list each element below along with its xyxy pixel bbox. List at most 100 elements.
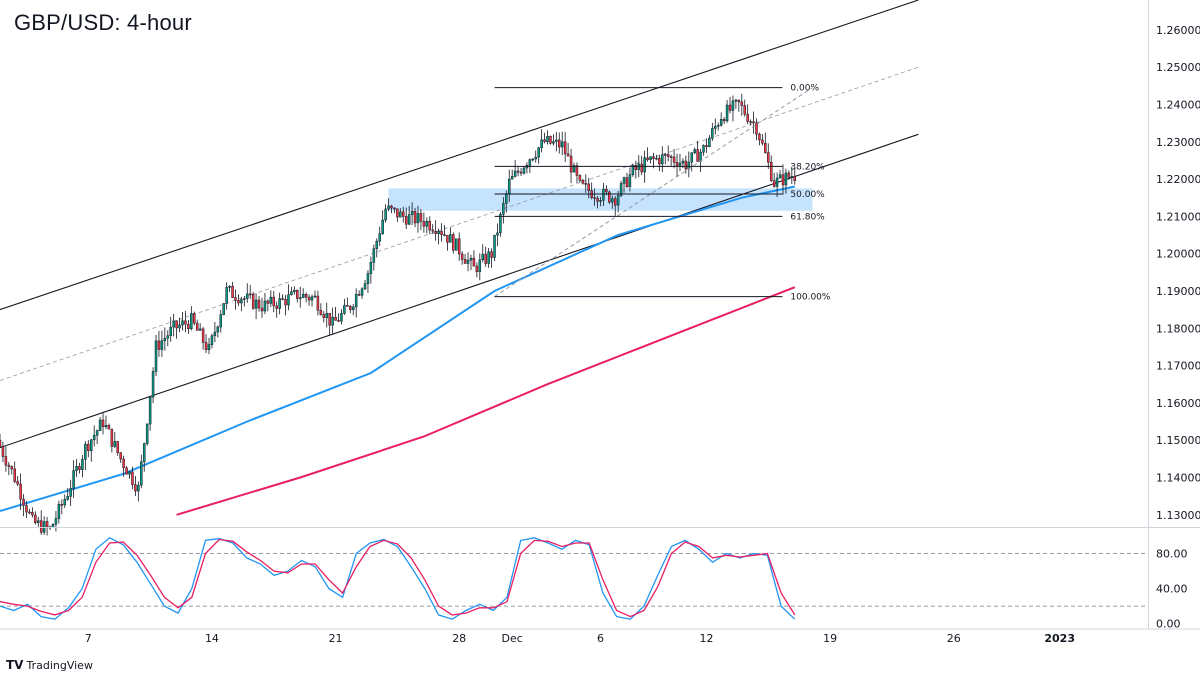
price-tick-label: 1.23000: [1156, 136, 1200, 149]
bearish-candle: [31, 507, 34, 518]
candle-body: [301, 293, 305, 298]
bearish-candle: [175, 320, 178, 339]
bearish-candle: [463, 253, 467, 264]
bearish-candle: [201, 326, 205, 350]
bearish-candle: [28, 508, 31, 515]
bullish-candle: [572, 162, 576, 173]
price-pane: 0.00% 38.20% 50.00% 61.80% 100.00%: [0, 0, 919, 536]
candle-body: [502, 203, 505, 215]
bearish-candle: [593, 188, 596, 206]
bullish-candle: [69, 479, 72, 506]
bearish-candle: [4, 446, 8, 472]
bullish-candle: [351, 304, 355, 316]
candle-body: [658, 157, 661, 165]
bullish-candle: [225, 282, 228, 310]
candle-body: [507, 178, 511, 194]
candle-body: [569, 155, 573, 173]
bullish-candle: [154, 334, 158, 377]
bearish-candle: [119, 452, 122, 464]
bearish-candle: [110, 428, 114, 453]
candle-body: [393, 207, 396, 210]
bearish-candle: [45, 517, 49, 536]
candle-body: [116, 441, 119, 453]
bearish-candle: [472, 250, 476, 267]
bullish-candle: [664, 152, 667, 165]
bearish-candle: [237, 294, 240, 307]
candle-body: [248, 293, 252, 296]
candle-body: [419, 213, 423, 222]
bullish-candle: [387, 198, 390, 212]
bearish-candle: [764, 132, 767, 154]
bullish-candle: [719, 112, 723, 127]
bearish-candle: [0, 433, 2, 448]
candle-body: [684, 160, 688, 170]
candle-body: [204, 342, 208, 350]
candle-body: [25, 505, 28, 513]
candle-body: [761, 139, 764, 144]
bearish-candle: [402, 206, 405, 223]
candle-body: [22, 498, 25, 506]
candle-body: [457, 238, 461, 255]
candle-body: [407, 214, 411, 225]
brand-name: TradingView: [26, 658, 93, 672]
bearish-candle: [440, 223, 443, 242]
bearish-candle: [7, 461, 11, 476]
candle-body: [122, 458, 125, 469]
bearish-candle: [184, 310, 187, 333]
candle-body: [466, 259, 470, 264]
candle-body: [357, 293, 361, 296]
price-tick-label: 1.22000: [1156, 173, 1200, 186]
candle-body: [519, 171, 523, 174]
bullish-candle: [375, 238, 379, 258]
candle-body: [266, 300, 270, 304]
candle-body: [287, 294, 290, 306]
bearish-candle: [60, 499, 64, 515]
channel-upper-line: [0, 0, 919, 311]
bearish-candle: [131, 466, 134, 490]
bullish-candle: [148, 396, 152, 431]
candle-body: [696, 149, 699, 162]
candle-body: [628, 174, 632, 187]
candle-body: [584, 183, 588, 185]
bearish-candle: [696, 140, 699, 162]
candle-body: [555, 139, 558, 142]
candle-body: [107, 425, 111, 430]
bullish-candle: [407, 206, 411, 226]
bearish-candle: [16, 476, 19, 487]
bullish-candle: [113, 432, 117, 449]
candle-body: [743, 105, 746, 115]
candle-body: [681, 160, 685, 164]
bearish-candle: [419, 209, 423, 231]
candle-body: [334, 316, 337, 321]
candle-body: [578, 175, 582, 181]
candle-body: [69, 488, 72, 497]
candle-body: [45, 521, 49, 528]
candle-body: [764, 142, 767, 153]
bearish-candle: [519, 168, 523, 176]
candle-body: [269, 296, 273, 304]
price-tick-label: 1.14000: [1156, 472, 1200, 485]
tradingview-brand[interactable]: TV TradingView: [6, 658, 93, 672]
bullish-candle: [363, 280, 367, 290]
bullish-candle: [269, 290, 273, 308]
bullish-candle: [145, 423, 149, 446]
bearish-candle: [393, 207, 396, 214]
bullish-candle: [510, 169, 514, 180]
bearish-candle: [781, 164, 785, 195]
bearish-candle: [272, 290, 276, 313]
bearish-candle: [578, 174, 582, 183]
candle-body: [631, 165, 635, 176]
candle-body: [481, 253, 484, 261]
bullish-candle: [690, 152, 693, 172]
bullish-candle: [552, 134, 555, 146]
candle-body: [387, 205, 390, 210]
candle-body: [260, 307, 264, 312]
candle-body: [195, 322, 199, 331]
candle-body: [231, 286, 234, 298]
candle-body: [496, 232, 499, 236]
candle-body: [472, 257, 476, 267]
candle-body: [611, 198, 614, 203]
bearish-candle: [307, 294, 311, 306]
bearish-candle: [484, 246, 487, 267]
